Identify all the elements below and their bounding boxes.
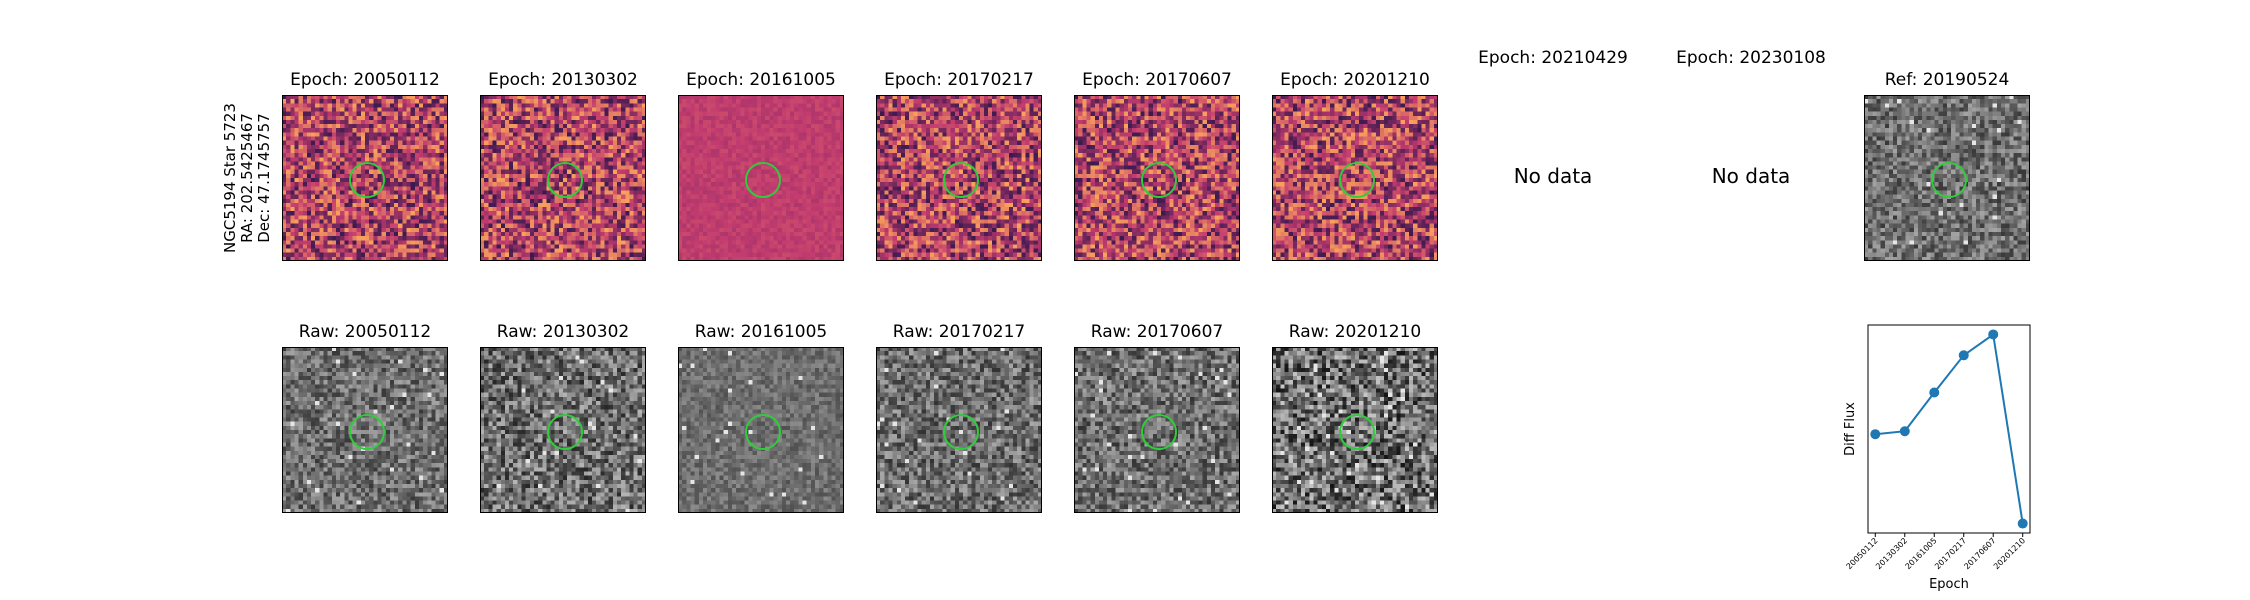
raw-image-5[interactable] xyxy=(1272,347,1438,513)
diff-title-2: Epoch: 20161005 xyxy=(678,70,844,90)
flux-point-3 xyxy=(1958,350,1969,361)
diff-title-3: Epoch: 20170217 xyxy=(876,70,1042,90)
target-dec: Dec: 47.1745757 xyxy=(255,98,273,258)
aperture-circle xyxy=(1931,162,1967,198)
target-name: NGC5194 Star 5723 xyxy=(221,98,239,258)
diff-image-3[interactable] xyxy=(876,95,1042,261)
aperture-circle xyxy=(943,162,979,198)
plot-frame xyxy=(1867,324,2031,534)
aperture-circle xyxy=(943,414,979,450)
target-label: NGC5194 Star 5723 RA: 202.5425467 Dec: 4… xyxy=(221,98,273,258)
no-data-text-6: No data xyxy=(1470,164,1636,188)
aperture-circle xyxy=(1141,162,1177,198)
aperture-circle xyxy=(1339,162,1375,198)
aperture-circle xyxy=(745,162,781,198)
diff-title-1: Epoch: 20130302 xyxy=(480,70,646,90)
diff-title-6: Epoch: 20210429 xyxy=(1470,48,1636,68)
raw-title-0: Raw: 20050112 xyxy=(282,322,448,342)
aperture-circle xyxy=(349,414,385,450)
aperture-circle xyxy=(349,162,385,198)
diff-image-5[interactable] xyxy=(1272,95,1438,261)
raw-title-3: Raw: 20170217 xyxy=(876,322,1042,342)
flux-point-1 xyxy=(1899,426,1910,437)
diff-image-2[interactable] xyxy=(678,95,844,261)
x-tick-label-5: 20201210 xyxy=(1992,536,2027,571)
aperture-circle xyxy=(547,162,583,198)
raw-image-3[interactable] xyxy=(876,347,1042,513)
diff-image-4[interactable] xyxy=(1074,95,1240,261)
diff-title-5: Epoch: 20201210 xyxy=(1272,70,1438,90)
diff-title-0: Epoch: 20050112 xyxy=(282,70,448,90)
x-axis-label: Epoch xyxy=(1929,577,1969,592)
ref-title: Ref: 20190524 xyxy=(1864,70,2030,90)
flux-point-0 xyxy=(1870,429,1881,440)
aperture-circle xyxy=(547,414,583,450)
flux-point-4 xyxy=(1988,329,1999,340)
diff-flux-chart[interactable]: 2005011220130302201610052017021720170607… xyxy=(1830,310,2070,600)
raw-title-5: Raw: 20201210 xyxy=(1272,322,1438,342)
aperture-circle xyxy=(1339,414,1375,450)
no-data-text-7: No data xyxy=(1668,164,1834,188)
target-ra: RA: 202.5425467 xyxy=(238,98,256,258)
diff-title-4: Epoch: 20170607 xyxy=(1074,70,1240,90)
raw-title-1: Raw: 20130302 xyxy=(480,322,646,342)
flux-point-2 xyxy=(1929,387,1940,398)
flux-point-5 xyxy=(2017,518,2028,529)
raw-image-0[interactable] xyxy=(282,347,448,513)
raw-image-2[interactable] xyxy=(678,347,844,513)
diff-image-0[interactable] xyxy=(282,95,448,261)
raw-title-4: Raw: 20170607 xyxy=(1074,322,1240,342)
aperture-circle xyxy=(1141,414,1177,450)
raw-title-2: Raw: 20161005 xyxy=(678,322,844,342)
raw-image-4[interactable] xyxy=(1074,347,1240,513)
aperture-circle xyxy=(745,414,781,450)
y-axis-label: Diff Flux xyxy=(1843,402,1858,456)
ref-image[interactable] xyxy=(1864,95,2030,261)
diff-title-7: Epoch: 20230108 xyxy=(1668,48,1834,68)
diff-image-1[interactable] xyxy=(480,95,646,261)
raw-image-1[interactable] xyxy=(480,347,646,513)
